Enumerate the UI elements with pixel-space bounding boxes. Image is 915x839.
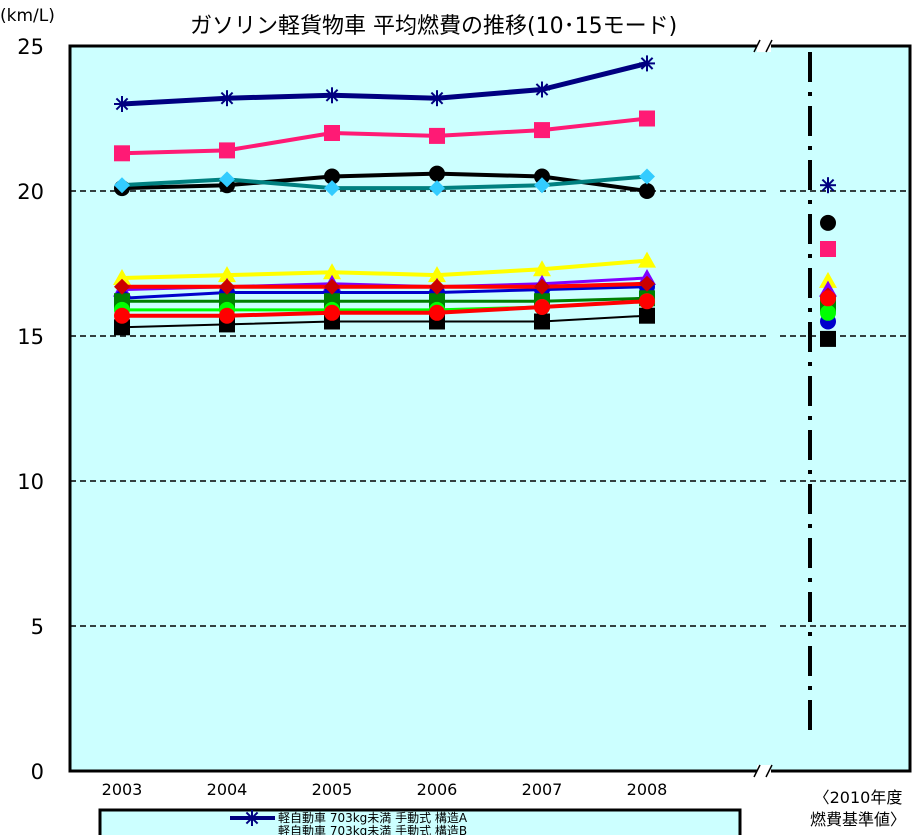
axis-break-mark (765, 39, 773, 53)
plot-background (68, 44, 912, 773)
standard-point (820, 214, 836, 231)
standard-markers (819, 177, 837, 347)
x-tick-label: 2007 (522, 780, 563, 799)
series-layer (113, 55, 656, 336)
data-point (114, 177, 130, 194)
data-point (429, 180, 445, 197)
standard-point (820, 290, 836, 307)
data-point (114, 145, 130, 162)
y-tick-label: 0 (31, 760, 44, 784)
data-point (114, 307, 130, 324)
standard-label-line: 〈2010年度 (814, 788, 903, 807)
axis-breaks (753, 39, 773, 778)
data-point (534, 313, 550, 330)
data-point (323, 263, 341, 280)
data-point (324, 168, 340, 185)
series-line (121, 171, 648, 193)
series-line (122, 296, 648, 303)
data-point (639, 183, 655, 199)
data-point (429, 127, 445, 144)
series-line (121, 285, 648, 300)
axis-break-mark (753, 764, 761, 778)
axis-break-mark (753, 39, 761, 53)
series-line (121, 174, 648, 191)
y-tick-label: 25 (17, 35, 44, 59)
data-point (639, 55, 655, 72)
data-point (534, 299, 550, 315)
standard-point (820, 330, 836, 347)
data-point (534, 278, 550, 295)
data-point (534, 122, 550, 139)
standard-point (820, 177, 836, 194)
data-point (428, 266, 446, 283)
chart-title: ガソリン軽貨物車 平均燃費の推移(10･15モード) (190, 14, 677, 39)
data-point (639, 168, 655, 185)
data-point (324, 180, 340, 197)
data-point (429, 90, 445, 107)
data-point (324, 278, 340, 295)
data-point (429, 304, 445, 321)
standard-label-line: 燃費基準値〉 (810, 810, 906, 829)
data-point (639, 110, 655, 127)
standard-point (819, 271, 837, 288)
data-point (324, 125, 340, 141)
y-tick-labels: 0 5 10 15 20 25 (17, 35, 44, 784)
data-point (534, 168, 550, 185)
x-tick-label: 2008 (627, 780, 668, 799)
y-tick-label: 5 (31, 615, 44, 639)
series-line (121, 314, 648, 329)
data-point (324, 87, 340, 104)
data-point (533, 260, 551, 277)
data-point (324, 304, 340, 321)
x-tick-label: 2003 (102, 780, 143, 799)
y-unit-label: (km/L) (0, 6, 55, 26)
legend-marker (244, 810, 260, 826)
data-point (639, 307, 655, 324)
data-point (113, 269, 131, 285)
data-point (218, 266, 236, 283)
data-point (219, 307, 235, 324)
data-point (114, 319, 130, 336)
data-point (639, 293, 655, 310)
standard-point (820, 241, 836, 257)
data-point (219, 142, 235, 159)
data-point (534, 81, 550, 98)
y-tick-label: 20 (17, 180, 44, 204)
series-line (121, 116, 648, 156)
standard-point (820, 304, 836, 321)
legend-label: 軽自動車 703kg未満 手動式 構造A (278, 811, 468, 825)
data-point (219, 171, 235, 188)
series-line (122, 281, 648, 289)
legend-label: 軽自動車 703kg未満 手動式 構造B (278, 824, 467, 835)
x-tick-label: 2005 (312, 780, 353, 799)
data-point (534, 177, 550, 194)
series-line (122, 299, 648, 318)
x-tick-label: 2006 (417, 780, 458, 799)
y-tick-label: 15 (17, 325, 44, 349)
data-point (639, 275, 655, 292)
x-tick-labels: 2003 2004 2005 2006 2007 2008 (102, 780, 668, 799)
standard-label: 〈2010年度燃費基準値〉 (810, 788, 906, 829)
data-point (429, 165, 445, 182)
data-point (219, 278, 235, 295)
legend-box (98, 808, 742, 839)
data-point (429, 278, 445, 295)
data-point (219, 90, 235, 107)
data-point (638, 251, 656, 268)
x-tick-label: 2004 (207, 780, 248, 799)
data-point (114, 96, 130, 112)
axis-break-mark (765, 764, 773, 778)
y-tick-label: 10 (17, 470, 44, 494)
series-line (121, 258, 648, 280)
series-line (121, 60, 648, 107)
data-point (114, 278, 130, 295)
